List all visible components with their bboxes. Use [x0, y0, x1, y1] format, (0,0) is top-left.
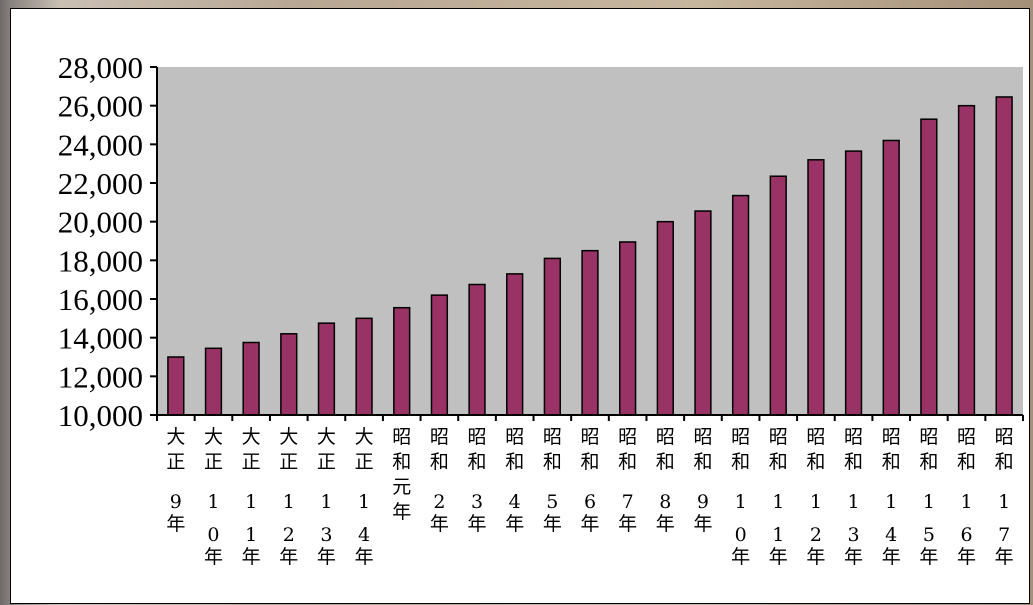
x-tick-label: 昭和 1 2 年	[806, 426, 825, 568]
bar-2	[242, 341, 260, 416]
x-tick-label: 昭和 1 1 年	[769, 426, 788, 568]
bar-13	[656, 220, 674, 416]
bar-1	[204, 347, 223, 416]
bar-19	[882, 139, 900, 416]
x-tick-label: 昭和 2 年	[430, 426, 449, 535]
y-tick-label: 10,000	[58, 398, 143, 433]
x-tick-label: 大正 1 3 年	[317, 426, 336, 568]
x-tick-label: 昭和 1 6 年	[957, 426, 976, 568]
bar-15	[731, 194, 750, 416]
x-tick-label: 昭和 1 3 年	[844, 426, 863, 568]
y-tick-label: 20,000	[58, 205, 143, 240]
bar-18	[844, 150, 863, 416]
bar-21	[957, 104, 976, 416]
y-tick-label: 24,000	[58, 127, 143, 162]
x-tick-label: 大正 1 0 年	[204, 426, 223, 568]
y-tick-label: 26,000	[58, 89, 143, 124]
x-tick-label: 昭和 1 0 年	[731, 426, 750, 568]
x-tick-label: 昭和 7 年	[618, 426, 637, 535]
bar-6	[393, 306, 411, 416]
x-tick-label: 昭和 1 4 年	[882, 426, 901, 568]
x-tick-label: 昭和 1 7 年	[995, 426, 1014, 568]
bar-10	[543, 257, 562, 416]
bar-16	[769, 175, 787, 416]
bar-17	[807, 159, 825, 416]
y-tick-label: 18,000	[58, 243, 143, 278]
bar-7	[430, 294, 449, 416]
chart-frame: 10,000 12,000 14,000 16,000 18,000 20,000 22,0…	[10, 8, 1030, 604]
bar-12	[619, 241, 637, 416]
x-tick-label: 昭和 3 年	[468, 426, 487, 535]
y-tick-label: 12,000	[58, 359, 143, 394]
y-tick-label: 22,000	[58, 166, 143, 201]
bar-3	[280, 333, 298, 416]
x-tick-label: 昭和 1 5 年	[919, 426, 938, 568]
y-tick-label: 16,000	[58, 282, 143, 317]
bar-8	[468, 283, 486, 416]
bar-5	[355, 317, 373, 416]
y-tick-label: 28,000	[58, 50, 143, 85]
bar-22	[995, 96, 1013, 416]
bar-4	[317, 322, 336, 416]
x-tick-label: 大正 1 4 年	[355, 426, 374, 568]
x-tick-label: 昭和 6 年	[580, 426, 599, 535]
axes	[156, 67, 1023, 416]
bar-0	[167, 356, 185, 416]
x-tick-label: 昭和 8 年	[656, 426, 675, 535]
bar-20	[920, 118, 938, 416]
x-tick-label: 大正 1 1 年	[242, 426, 261, 568]
bar-14	[694, 210, 712, 416]
x-tick-label: 昭和 5 年	[543, 426, 562, 535]
x-tick-label: 昭和 4 年	[505, 426, 524, 535]
y-tick-label: 14,000	[58, 321, 143, 356]
x-tick-label: 大正 9 年	[166, 426, 185, 535]
bar-9	[506, 273, 524, 416]
x-tick-label: 大正 1 2 年	[279, 426, 298, 568]
bar-11	[581, 249, 599, 416]
x-tick-label: 昭和 9 年	[693, 426, 712, 535]
x-tick-label: 昭和元年	[392, 426, 411, 523]
